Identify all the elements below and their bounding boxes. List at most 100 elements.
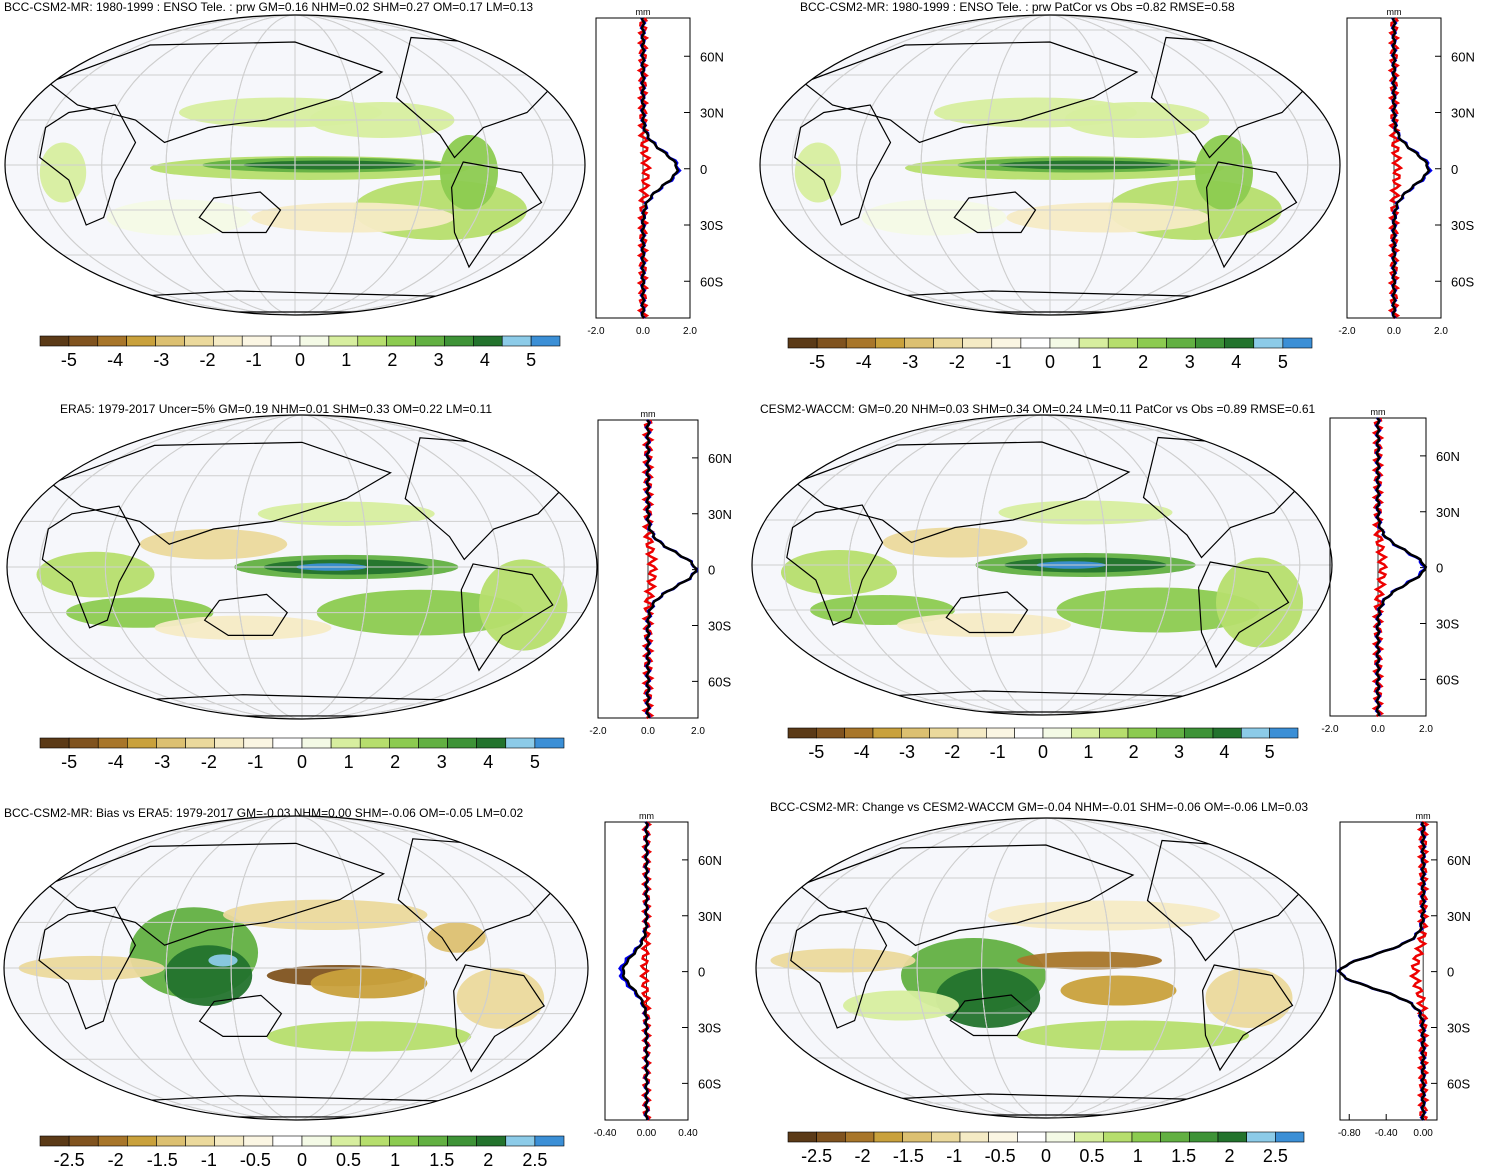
colorbar-tick-label: -3 xyxy=(902,352,918,372)
colorbar-tick-label: 1 xyxy=(1083,742,1093,762)
colorbar-tick-label: -1.5 xyxy=(893,1146,924,1166)
colorbar-swatch xyxy=(476,1135,507,1147)
colorbar-swatch xyxy=(1131,1131,1161,1143)
lat-tick-label: 0 xyxy=(708,563,715,578)
colorbar-tick-label: -5 xyxy=(61,752,77,772)
colorbar-swatch xyxy=(389,1135,419,1147)
colorbar-swatch xyxy=(299,335,330,347)
colorbar-tick-label: 4 xyxy=(1231,352,1241,372)
map-panel-2 xyxy=(759,14,1341,316)
coastline xyxy=(798,844,1135,947)
coastline xyxy=(46,842,386,946)
field-contour xyxy=(897,613,1071,637)
profile-x-tick-label: -2.0 xyxy=(587,326,605,337)
colorbar-swatch xyxy=(1195,337,1225,349)
lat-tick-label: 30S xyxy=(1451,218,1474,233)
field-contour xyxy=(266,1021,472,1052)
lat-tick-label: 60N xyxy=(1451,49,1475,64)
colorbar-tick-label: -3 xyxy=(899,742,915,762)
coastline xyxy=(945,591,1029,634)
colorbar-tick-label: 1 xyxy=(344,752,354,772)
colorbar-swatch xyxy=(357,335,387,347)
lat-tick-label: 60N xyxy=(698,853,722,868)
map-field xyxy=(7,415,597,719)
field-contour xyxy=(1205,968,1293,1028)
profile-x-tick-label: -0.80 xyxy=(1338,1128,1361,1139)
mean-profile-line xyxy=(1375,417,1428,717)
colorbar-swatch xyxy=(1074,1131,1104,1143)
map-panel-6 xyxy=(755,817,1337,1119)
colorbar-tick-label: 1 xyxy=(390,1150,400,1170)
colorbar-swatch xyxy=(1017,1131,1047,1143)
profile-x-tick-label: -2.0 xyxy=(589,726,607,737)
mean-profile-line xyxy=(621,821,649,1121)
colorbar-tick-label: -2.5 xyxy=(54,1150,85,1170)
colorbar-swatch xyxy=(904,337,934,349)
profile-x-tick-label: 0.0 xyxy=(1371,724,1385,735)
profile-x-tick-label: 2.0 xyxy=(683,326,697,337)
field-contour xyxy=(427,922,486,953)
colorbar-tick-label: -0.5 xyxy=(985,1146,1016,1166)
colorbar-swatch xyxy=(214,737,245,749)
colorbar-swatch xyxy=(1189,1131,1219,1143)
colorbar-tick-label: -5 xyxy=(809,352,825,372)
map-border xyxy=(3,815,589,1121)
colorbar-swatch xyxy=(1224,337,1255,349)
field-contour xyxy=(1195,135,1253,210)
map-field xyxy=(760,15,1340,315)
lat-tick-label: 30N xyxy=(698,909,722,924)
coastline xyxy=(802,41,1139,144)
field-contour xyxy=(1060,975,1177,1006)
panel-6-title: BCC-CSM2-MR: Change vs CESM2-WACCM GM=-0… xyxy=(770,800,1309,814)
lat-tick-label: 0 xyxy=(1436,561,1443,576)
field-contour xyxy=(861,199,1007,236)
colorbar-swatch xyxy=(39,335,70,347)
colorbar-swatch xyxy=(415,335,445,347)
colorbar-tick-label: 0 xyxy=(295,350,305,370)
mean-profile-line xyxy=(640,17,680,319)
coastline xyxy=(1201,964,1294,1072)
field-contour xyxy=(164,945,253,1006)
profile-panel-6: mm 60N 30N 0 30S 60S -0.80 -0.40 0.00 xyxy=(1336,811,1471,1139)
colorbar-tick-label: -4 xyxy=(107,350,123,370)
colorbar-swatch xyxy=(97,1135,128,1147)
colorbar-swatch xyxy=(1137,337,1167,349)
panel-3-title: ERA5: 1979-2017 Uncer=5% GM=0.19 NHM=0.0… xyxy=(60,402,493,416)
colorbar-swatch xyxy=(155,335,185,347)
colorbar-tick-label: 2.5 xyxy=(522,1150,547,1170)
colorbar-tick-label: -1.5 xyxy=(147,1150,178,1170)
lat-tick-label: 60S xyxy=(1447,1076,1470,1091)
field-contour xyxy=(794,142,842,203)
profile-unit-label: mm xyxy=(641,409,656,419)
colorbar-tick-label: 2 xyxy=(483,1150,493,1170)
colorbar-tick-label: -0.5 xyxy=(240,1150,271,1170)
profile-unit-label: mm xyxy=(639,811,654,821)
profile-x-tick-label: 0.00 xyxy=(1413,1128,1433,1139)
map-field xyxy=(4,816,588,1120)
profile-unit-label: mm xyxy=(636,7,651,17)
obs-profile-line xyxy=(1390,17,1433,319)
coastline xyxy=(203,593,289,637)
profile-x-tick-label: -0.40 xyxy=(1375,1128,1398,1139)
colorbar-tick-label: 4 xyxy=(1219,742,1229,762)
colorbar-tick-label: 3 xyxy=(434,350,444,370)
colorbar-swatch xyxy=(241,335,272,347)
colorbar-swatch xyxy=(447,1135,477,1147)
colorbar-swatch xyxy=(476,737,507,749)
colorbar-swatch xyxy=(1099,727,1129,739)
colorbar-tick-label: -2 xyxy=(944,742,960,762)
field-contour xyxy=(1017,1020,1249,1051)
colorbar-tick-label: -2 xyxy=(108,1150,124,1170)
colorbar-swatch xyxy=(39,737,70,749)
colorbar-tick-label: -4 xyxy=(854,742,870,762)
colorbar-swatch xyxy=(68,737,99,749)
colorbar-swatch xyxy=(787,727,817,739)
coastline xyxy=(47,41,384,144)
profile-x-tick-label: 0.40 xyxy=(678,1128,698,1139)
colorbar-swatch xyxy=(97,335,127,347)
profile-x-tick-label: -0.40 xyxy=(594,1128,617,1139)
colorbar-swatch xyxy=(1269,727,1299,739)
colorbar-swatch xyxy=(962,337,993,349)
colorbar-tick-label: -5 xyxy=(808,742,824,762)
colorbar-swatch xyxy=(185,1135,215,1147)
